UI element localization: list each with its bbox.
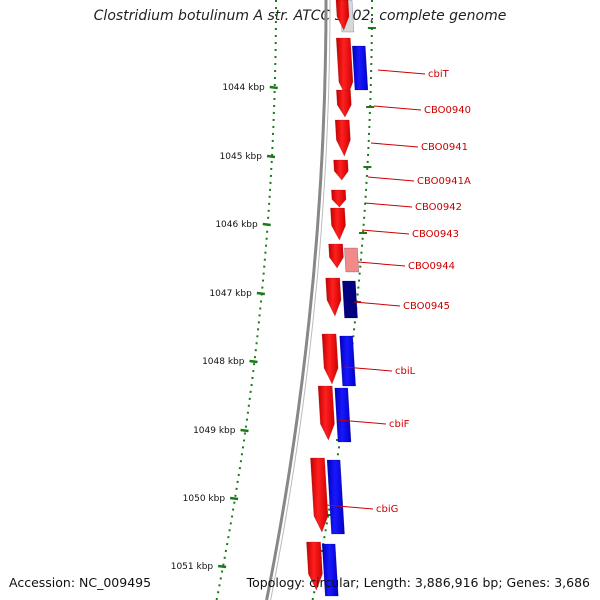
gene-block-reverse [334, 387, 352, 443]
tick-label: 1051 kbp [171, 562, 214, 572]
gene-leader-line [370, 142, 419, 148]
tick-label: 1045 kbp [220, 152, 263, 162]
gene-leader-line [373, 105, 422, 111]
gene-arrow-forward [310, 457, 329, 533]
gene-leader-line [357, 261, 406, 267]
gene-leader-line [361, 229, 410, 235]
gene-arrow-forward [325, 277, 342, 317]
gene-label: cbiL [395, 366, 416, 377]
backbone-line [265, 0, 328, 600]
gene-block-reverse [339, 335, 356, 387]
gene-arrow-forward [330, 207, 346, 241]
tick-mark [262, 222, 271, 227]
tick-mark [256, 291, 265, 296]
gene-leader-line [325, 504, 374, 510]
gene-leader-line [343, 366, 393, 372]
gene-arrow-forward [333, 159, 349, 181]
gene-label: cbiG [376, 504, 398, 515]
gene-arrow-forward [335, 0, 350, 31]
tick-label: 1048 kbp [202, 357, 245, 367]
gene-arrow-forward [328, 243, 344, 269]
gene-arrow-forward [317, 385, 335, 441]
gene-leader-line [367, 176, 415, 182]
gene-label: CBO0944 [408, 261, 455, 272]
gene-leader-line [337, 419, 387, 425]
tick-mark [217, 564, 227, 569]
gene-label: CBO0945 [403, 301, 450, 312]
gene-block-reverse [351, 45, 369, 91]
gene-leader-line [364, 202, 413, 208]
gene-leader-line [353, 301, 401, 307]
tick-mark [240, 428, 249, 433]
gene-arrow-forward [306, 541, 323, 591]
gene-block-dark [342, 280, 358, 319]
tick-label: 1046 kbp [215, 220, 258, 230]
backbone-edge [270, 0, 331, 600]
gene-arrow-forward [334, 119, 351, 157]
gene-arrow-forward [331, 189, 347, 208]
gene-label: CBO0940 [424, 105, 471, 116]
tick-label: 1050 kbp [183, 494, 226, 504]
gene-block-reverse [326, 459, 345, 535]
accession-text: Accession: NC_009495 [9, 575, 152, 590]
gene-arrow-forward [336, 89, 352, 118]
tick-label: 1047 kbp [209, 289, 252, 299]
gene-block-light [344, 247, 360, 273]
map-title: Clostridium botulinum A str. ATCC 3502, … [93, 8, 507, 24]
tick-mark [269, 85, 278, 90]
gene-label: cbiT [428, 69, 450, 80]
tick-label: 1049 kbp [193, 426, 236, 436]
gene-label: CBO0941A [417, 176, 471, 187]
gene-label: CBO0942 [415, 202, 462, 213]
tick-mark [249, 359, 258, 364]
tick-mark [229, 496, 239, 501]
gene-arrow-forward [321, 333, 339, 385]
gene-label: CBO0943 [412, 229, 459, 240]
topology-text: Topology: circular; Length: 3,886,916 bp… [246, 575, 590, 590]
gene-arrow-forward [335, 37, 354, 99]
gene-block-reverse [321, 543, 339, 597]
tick-label: 1044 kbp [222, 83, 265, 93]
gene-label: cbiF [389, 419, 410, 430]
gene-label: CBO0941 [421, 142, 468, 153]
tick-mark [266, 154, 276, 159]
gene-leader-line [377, 69, 426, 75]
